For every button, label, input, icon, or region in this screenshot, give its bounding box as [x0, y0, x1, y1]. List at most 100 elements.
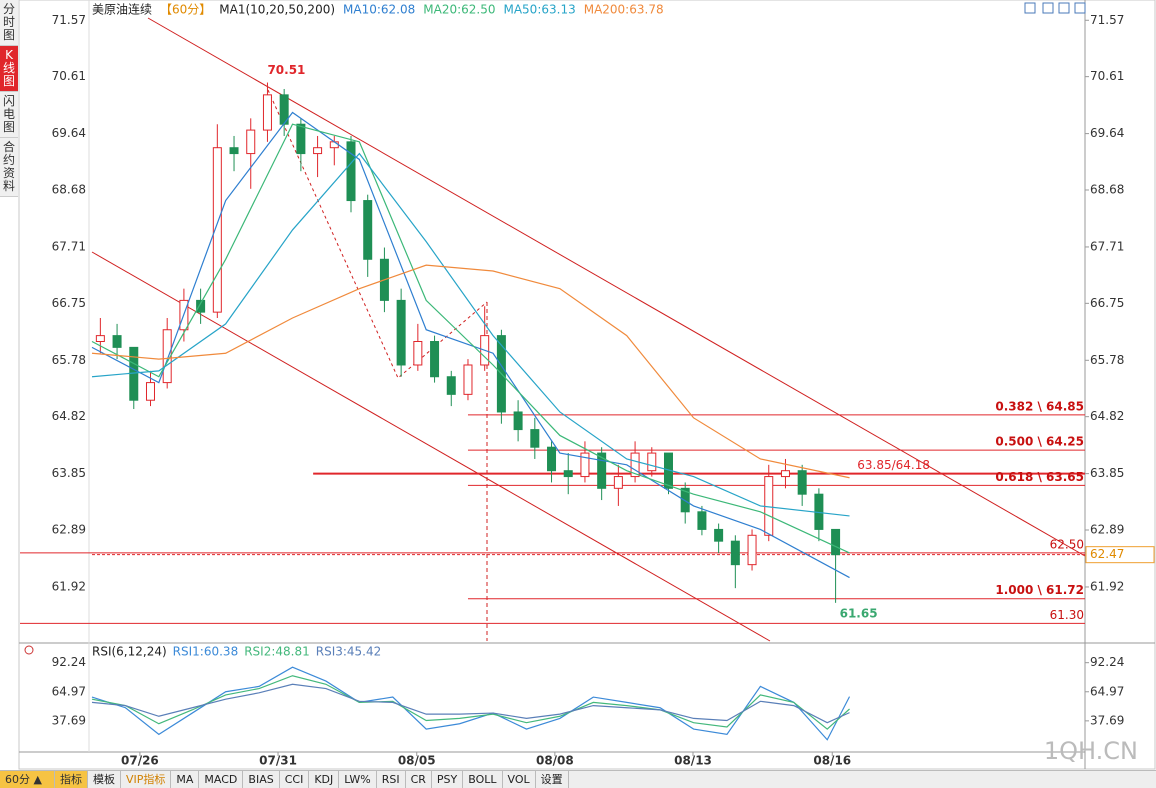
candle-body	[630, 452, 640, 478]
trend-line	[147, 17, 1086, 557]
candle-body	[112, 335, 122, 348]
candle-body	[764, 476, 774, 536]
y-tick-label: 64.82	[1090, 409, 1124, 423]
x-tick-label: 08/05	[398, 754, 436, 768]
y-tick-label: 37.69	[52, 713, 86, 727]
y-tick-label: 65.78	[52, 353, 86, 367]
candle-body	[229, 147, 239, 155]
y-tick-label: 66.75	[52, 296, 86, 310]
toolbar-tab[interactable]: CR	[406, 771, 432, 788]
candle-body	[446, 376, 456, 395]
toolbar-tab[interactable]: 指标	[55, 771, 88, 788]
y-tick-label: 92.24	[52, 655, 86, 669]
y-tick-label: 68.68	[52, 182, 86, 196]
candle-body	[363, 200, 373, 260]
candle-body	[597, 452, 607, 489]
x-tick-label: 08/13	[674, 754, 712, 768]
period-select[interactable]: 60分 ▲	[0, 771, 55, 788]
toolbar-tab[interactable]: VOL	[503, 771, 536, 788]
price-annotation: 61.65	[840, 606, 878, 620]
toolbar-tab[interactable]: LW%	[339, 771, 377, 788]
candle-body	[797, 470, 807, 495]
current-price-box	[1085, 546, 1155, 564]
candle-body	[296, 123, 306, 155]
y-tick-label: 61.92	[52, 579, 86, 593]
y-tick-label: 92.24	[1090, 655, 1124, 669]
watermark: 1QH.CN	[1044, 737, 1138, 765]
icon[interactable]	[1074, 2, 1086, 14]
y-tick-label: 64.97	[1090, 684, 1124, 698]
x-tick-label: 07/26	[121, 754, 159, 768]
toolbar-tab[interactable]: MA	[171, 771, 200, 788]
rsi-line	[91, 675, 850, 730]
y-tick-label: 68.68	[1090, 182, 1124, 196]
toolbar-tab[interactable]: BOLL	[463, 771, 503, 788]
icon[interactable]	[1058, 2, 1070, 14]
candle-body	[547, 446, 557, 472]
rsi-line	[91, 683, 850, 724]
candle-body	[212, 147, 222, 313]
toolbar-tab[interactable]: PSY	[432, 771, 464, 788]
y-tick-label: 71.57	[52, 13, 86, 27]
toolbar-tab[interactable]: 模板	[88, 771, 121, 788]
chart-title: 美原油连续	[92, 2, 152, 17]
icon[interactable]	[1042, 2, 1054, 14]
y-tick-label: 67.71	[52, 239, 86, 253]
ma-line	[91, 111, 850, 579]
toolbar: 60分 ▲ 指标 模板 VIP指标 MA MACD BIAS CCI KDJ LW% RSI CR PS…	[0, 770, 1156, 788]
candle-body	[463, 364, 473, 395]
candle-body	[396, 299, 406, 366]
y-tick-label: 64.82	[52, 409, 86, 423]
legend-entry: RSI2:48.81	[244, 645, 310, 659]
frame	[18, 0, 1156, 770]
level-label: 0.618 \ 63.65	[995, 470, 1084, 484]
candle-body	[747, 534, 757, 566]
side-tab[interactable]: 分时图	[0, 0, 18, 46]
level-label: 61.30	[1050, 608, 1084, 622]
candle-body	[680, 487, 690, 513]
chart: 1QH.CN 71.57 71.57 70.61 70.61 69.64 69.64 68.…	[18, 0, 1156, 770]
price-annotation: 70.51	[267, 63, 305, 77]
y-tick-label: 63.85	[52, 466, 86, 480]
icon[interactable]	[1024, 2, 1036, 14]
y-tick-label: 69.64	[52, 126, 86, 140]
candle-body	[95, 335, 105, 342]
legend-entry: RSI1:60.38	[173, 645, 239, 659]
toolbar-tab[interactable]: RSI	[377, 771, 406, 788]
y-tick-label: 64.97	[52, 684, 86, 698]
side-tab[interactable]: 合约资料	[0, 138, 18, 197]
panel-title: RSI(6,12,24)	[92, 645, 167, 659]
toolbar-tab[interactable]: 设置	[536, 771, 569, 788]
candle-body	[714, 528, 724, 542]
toolbar-tab[interactable]: KDJ	[309, 771, 340, 788]
candle-body	[313, 147, 323, 155]
y-tick-label: 63.85	[1090, 466, 1124, 480]
candle-body	[831, 528, 841, 556]
y-tick-label: 67.71	[1090, 239, 1124, 253]
side-tab[interactable]: 闪电图	[0, 92, 18, 138]
toolbar-tab[interactable]: CCI	[280, 771, 310, 788]
toolbar-tab[interactable]: VIP指标	[121, 771, 172, 788]
legend-entry: MA10:62.08	[343, 3, 415, 17]
current-price-label: 62.47	[1090, 547, 1124, 561]
y-tick-label: 69.64	[1090, 126, 1124, 140]
rsi-line	[91, 666, 851, 741]
candle-body	[563, 470, 573, 478]
toolbar-tab[interactable]: BIAS	[243, 771, 280, 788]
candle-body	[697, 511, 707, 530]
candle-body	[513, 411, 523, 431]
x-tick-label: 08/16	[813, 754, 851, 768]
level-label: 0.500 \ 64.25	[995, 435, 1084, 449]
level-label: 0.382 \ 64.85	[995, 399, 1084, 413]
panel-icon[interactable]	[24, 645, 34, 655]
candle-body	[613, 476, 623, 489]
candle-body	[413, 340, 423, 366]
y-tick-label: 61.92	[1090, 579, 1124, 593]
toolbar-tab[interactable]: MACD	[199, 771, 244, 788]
indicator-label: MA1(10,20,50,200)	[219, 3, 335, 17]
candle-body	[145, 382, 155, 401]
side-tab[interactable]: K线图	[0, 46, 18, 92]
ma-line	[91, 152, 850, 517]
legend-entry: RSI3:45.42	[316, 645, 382, 659]
